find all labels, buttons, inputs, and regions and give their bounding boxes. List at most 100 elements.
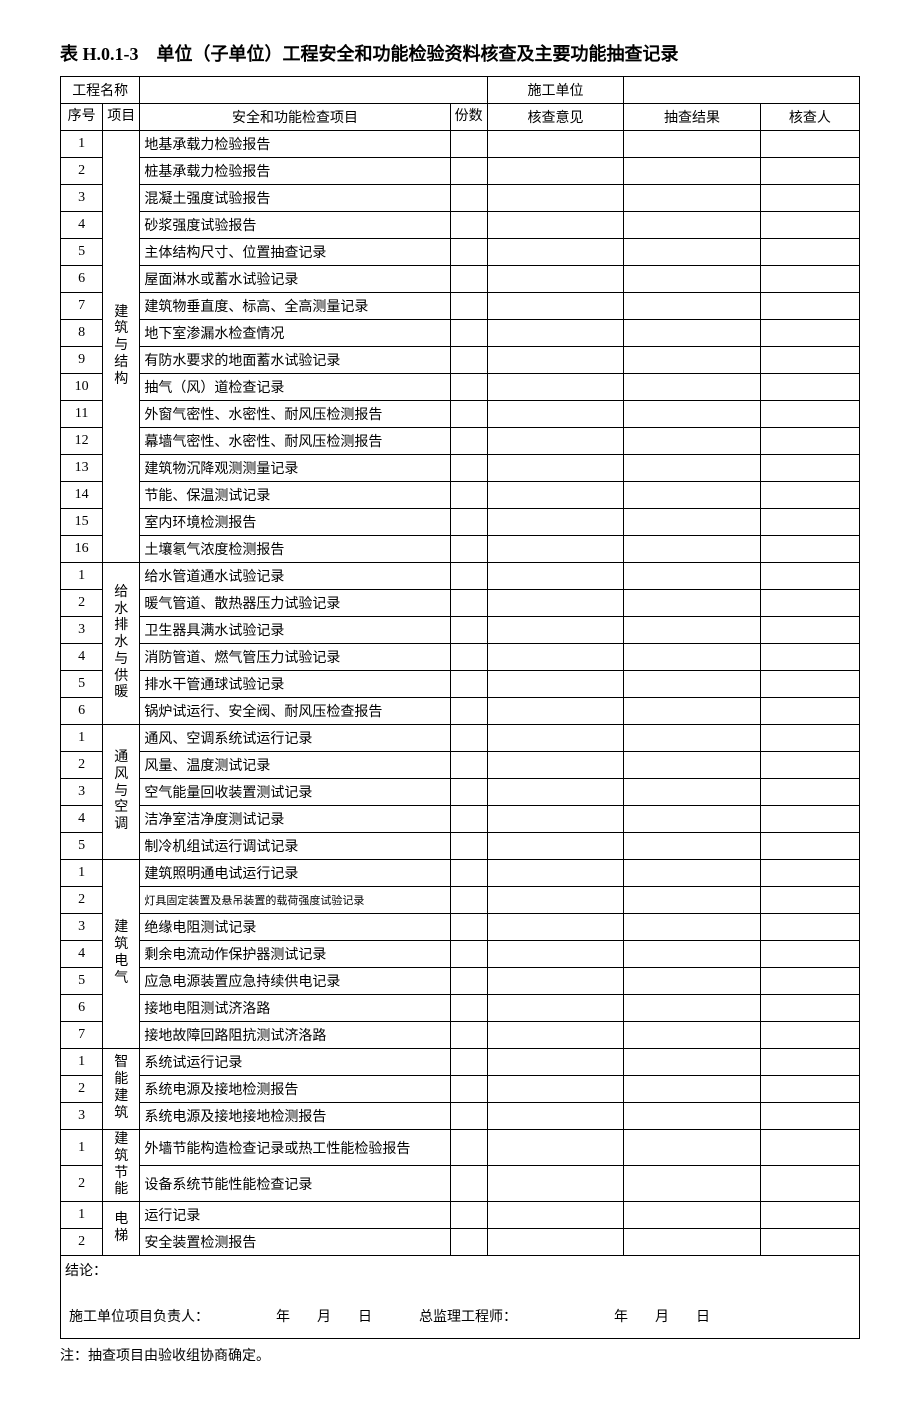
result-cell — [624, 1022, 760, 1049]
date-d-2: 日 — [696, 1310, 710, 1325]
table-row: 2桩基承载力检验报告 — [61, 158, 860, 185]
date-y-1: 年 — [276, 1310, 290, 1325]
table-row: 13建筑物沉降观测测量记录 — [61, 455, 860, 482]
seq-cell: 2 — [61, 1229, 103, 1256]
table-row: 4砂浆强度试验报告 — [61, 212, 860, 239]
item-cell: 地基承载力检验报告 — [140, 131, 450, 158]
result-cell — [624, 725, 760, 752]
table-row: 3系统电源及接地接地检测报告 — [61, 1103, 860, 1130]
table-row: 3绝缘电阻测试记录 — [61, 914, 860, 941]
result-cell — [624, 1229, 760, 1256]
result-cell — [624, 212, 760, 239]
contractor-value — [624, 77, 860, 104]
opinion-cell — [487, 806, 623, 833]
seq-cell: 3 — [61, 185, 103, 212]
col-checker: 核查人 — [760, 104, 859, 131]
seq-cell: 4 — [61, 941, 103, 968]
result-cell — [624, 1076, 760, 1103]
opinion-cell — [487, 860, 623, 887]
result-cell — [624, 860, 760, 887]
opinion-cell — [487, 1103, 623, 1130]
table-row: 6接地电阻测试济洛路 — [61, 995, 860, 1022]
checker-cell — [760, 1202, 859, 1229]
result-cell — [624, 995, 760, 1022]
seq-cell: 3 — [61, 779, 103, 806]
item-cell: 通风、空调系统试运行记录 — [140, 725, 450, 752]
opinion-cell — [487, 1049, 623, 1076]
result-cell — [624, 185, 760, 212]
copies-cell — [450, 293, 487, 320]
copies-cell — [450, 1049, 487, 1076]
opinion-cell — [487, 1229, 623, 1256]
result-cell — [624, 590, 760, 617]
copies-cell — [450, 374, 487, 401]
seq-cell: 2 — [61, 752, 103, 779]
copies-cell — [450, 158, 487, 185]
copies-cell — [450, 590, 487, 617]
opinion-cell — [487, 482, 623, 509]
table-row: 1智 能 建 筑系统试运行记录 — [61, 1049, 860, 1076]
table-row: 3空气能量回收装置测试记录 — [61, 779, 860, 806]
copies-cell — [450, 779, 487, 806]
item-cell: 建筑物垂直度、标高、全高测量记录 — [140, 293, 450, 320]
table-row: 4剩余电流动作保护器测试记录 — [61, 941, 860, 968]
result-cell — [624, 887, 760, 914]
opinion-cell — [487, 347, 623, 374]
result-cell — [624, 401, 760, 428]
checker-cell — [760, 671, 859, 698]
checker-cell — [760, 833, 859, 860]
item-cell: 桩基承载力检验报告 — [140, 158, 450, 185]
table-row: 10抽气（风）道检查记录 — [61, 374, 860, 401]
seq-cell: 6 — [61, 266, 103, 293]
table-row: 3 混凝土强度试验报告 — [61, 185, 860, 212]
col-result: 抽查结果 — [624, 104, 760, 131]
result-cell — [624, 428, 760, 455]
result-cell — [624, 968, 760, 995]
result-cell — [624, 1166, 760, 1202]
seq-cell: 16 — [61, 536, 103, 563]
checker-cell — [760, 131, 859, 158]
table-row: 2安全装置检测报告 — [61, 1229, 860, 1256]
table-row: 2暖气管道、散热器压力试验记录 — [61, 590, 860, 617]
opinion-cell — [487, 266, 623, 293]
seq-cell: 12 — [61, 428, 103, 455]
item-cell: 混凝土强度试验报告 — [140, 185, 450, 212]
col-project: 项目 — [103, 104, 140, 131]
item-cell: 有防水要求的地面蓄水试验记录 — [140, 347, 450, 374]
copies-cell — [450, 239, 487, 266]
table-row: 9有防水要求的地面蓄水试验记录 — [61, 347, 860, 374]
seq-cell: 8 — [61, 320, 103, 347]
opinion-cell — [487, 644, 623, 671]
copies-cell — [450, 752, 487, 779]
table-row: 1建 筑 节 能外墙节能构造检查记录或热工性能检验报告 — [61, 1130, 860, 1166]
col-seq: 序号 — [61, 104, 103, 131]
table-row: 7建筑物垂直度、标高、全高测量记录 — [61, 293, 860, 320]
table-row: 7接地故障回路阻抗测试济洛路 — [61, 1022, 860, 1049]
result-cell — [624, 266, 760, 293]
result-cell — [624, 833, 760, 860]
item-cell: 室内环境检测报告 — [140, 509, 450, 536]
result-cell — [624, 563, 760, 590]
copies-cell — [450, 455, 487, 482]
result-cell — [624, 914, 760, 941]
seq-cell: 6 — [61, 995, 103, 1022]
project-group-cell: 建 筑 与 结 构 — [103, 131, 140, 563]
opinion-cell — [487, 887, 623, 914]
checker-cell — [760, 509, 859, 536]
table-row: 16土壤氡气浓度检测报告 — [61, 536, 860, 563]
item-cell: 外窗气密性、水密性、耐风压检测报告 — [140, 401, 450, 428]
conclusion-cell: 结论： 施工单位项目负责人： 年 月 日 总监理工程师： 年 月 日 — [61, 1256, 860, 1339]
copies-cell — [450, 644, 487, 671]
opinion-cell — [487, 185, 623, 212]
checker-cell — [760, 995, 859, 1022]
item-cell: 应急电源装置应急持续供电记录 — [140, 968, 450, 995]
result-cell — [624, 293, 760, 320]
result-cell — [624, 698, 760, 725]
checker-cell — [760, 698, 859, 725]
copies-cell — [450, 266, 487, 293]
opinion-cell — [487, 509, 623, 536]
col-item: 安全和功能检查项目 — [140, 104, 450, 131]
opinion-cell — [487, 293, 623, 320]
opinion-cell — [487, 1130, 623, 1166]
table-row: 2风量、温度测试记录 — [61, 752, 860, 779]
